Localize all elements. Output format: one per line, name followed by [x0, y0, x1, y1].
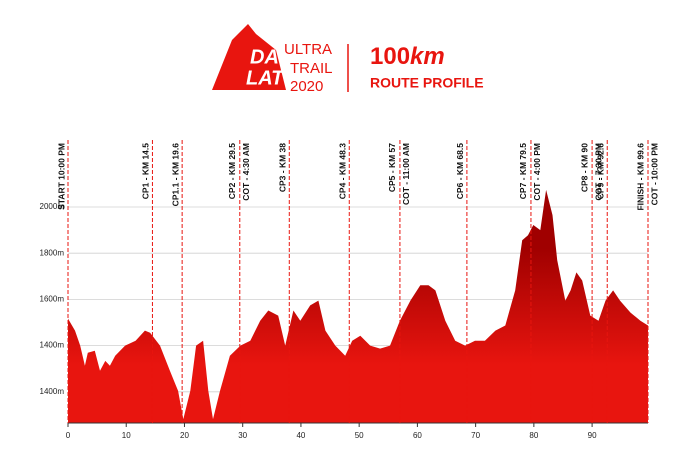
checkpoint-label: CP5 - KM 57 [387, 143, 397, 192]
x-tick-label: 90 [588, 431, 597, 440]
x-tick-label: 60 [413, 431, 422, 440]
y-tick-label: 1600m [40, 295, 65, 304]
checkpoint-label: COT - 7:30 PM [593, 143, 603, 201]
brand-text: ULTRA [284, 41, 332, 58]
checkpoint-label: CP7 - KM 79.5 [518, 143, 528, 199]
x-tick-label: 10 [122, 431, 131, 440]
logo-text: LAT [246, 67, 285, 89]
header: DA LAT ULTRA TRAIL 2020 100km ROUTE PROF… [212, 24, 484, 95]
distance-unit: km [410, 43, 445, 70]
checkpoint-label: COT - 11:00 AM [401, 143, 411, 205]
x-tick-label: 20 [180, 431, 189, 440]
x-tick-label: 80 [529, 431, 538, 440]
x-tick-label: 40 [296, 431, 305, 440]
logo-text: DA [250, 46, 279, 68]
checkpoint-label: CP2 - KM 29.5 [227, 143, 237, 199]
checkpoint-label: CP9 - KM 92.6 [595, 143, 605, 199]
brand-text: TRAIL [290, 60, 333, 77]
brand-text: 2020 [290, 78, 323, 95]
checkpoint-label: CP6 - KM 68.5 [455, 143, 465, 199]
checkpoint-label: CP8 - KM 90 [579, 143, 589, 192]
y-tick-label: 1800m [40, 248, 65, 257]
distance: 100km [370, 43, 445, 70]
y-tick-label: 1400m [40, 387, 65, 396]
checkpoint-label: FINISH - KM 99.6 [635, 143, 645, 211]
checkpoint-label: CP4 - KM 48.3 [338, 143, 348, 199]
x-tick-label: 0 [66, 431, 71, 440]
y-tick-label: 2000m [40, 202, 65, 211]
y-tick-label: 1400m [40, 341, 65, 350]
x-tick-label: 30 [238, 431, 247, 440]
checkpoint-label: COT - 4:30 AM [241, 143, 251, 201]
checkpoint-label: CP3 - KM 38 [278, 143, 288, 192]
checkpoint-label: CP1.1 - KM 19.6 [170, 143, 180, 207]
checkpoint-label: COT - 4:00 PM [532, 143, 542, 201]
subtitle: ROUTE PROFILE [370, 75, 484, 91]
checkpoint-label: COT - 10:00 PM [649, 143, 659, 205]
elevation-area [68, 189, 648, 423]
checkpoint-label: START 10:00 PM [56, 143, 66, 210]
checkpoint-label: CP1 - KM 14.5 [141, 143, 151, 199]
x-tick-label: 70 [471, 431, 480, 440]
logo-mountain [212, 24, 286, 90]
x-tick-label: 50 [355, 431, 364, 440]
distance-number: 100 [370, 43, 410, 70]
